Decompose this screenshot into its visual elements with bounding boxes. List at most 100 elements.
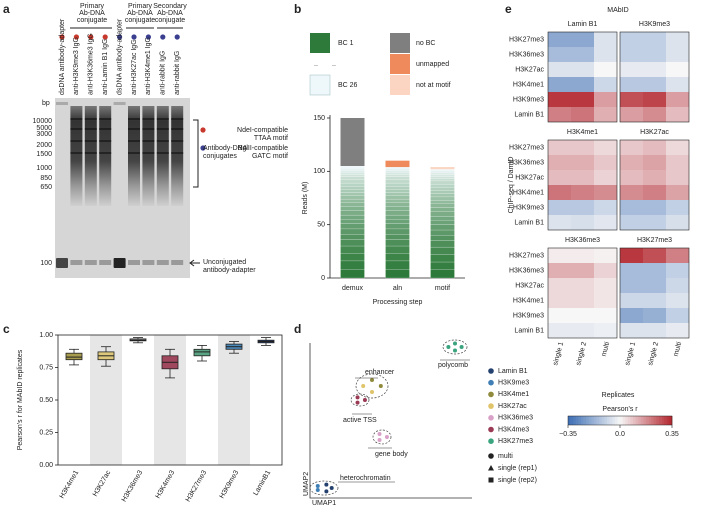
bar-segment bbox=[385, 198, 410, 203]
bar-segment bbox=[385, 195, 410, 200]
heatmap-cell bbox=[643, 185, 666, 200]
bar-segment bbox=[385, 174, 410, 177]
ladder-label: 1500 bbox=[36, 151, 52, 158]
heatmap-cell bbox=[548, 140, 571, 155]
umap-point bbox=[459, 345, 464, 349]
y-axis-label: ChIP-seq / DamID bbox=[508, 157, 515, 214]
bar-segment bbox=[430, 224, 455, 231]
column-label: single 2 bbox=[575, 341, 588, 366]
y-tick-label: 100 bbox=[313, 168, 325, 175]
bar-segment bbox=[340, 170, 365, 173]
bar-segment bbox=[385, 206, 410, 211]
gel-band bbox=[156, 140, 169, 142]
panel-frame bbox=[547, 139, 618, 231]
row-label: Lamin B1 bbox=[514, 111, 544, 118]
motif-dot bbox=[102, 34, 108, 40]
gel-band bbox=[84, 260, 97, 265]
heatmap-cell bbox=[548, 323, 571, 338]
umap-point bbox=[355, 395, 360, 400]
row-label: H3K27ac bbox=[515, 282, 544, 289]
gel-band bbox=[99, 118, 112, 120]
lane-group-label: Primary bbox=[80, 3, 105, 10]
legend-dot bbox=[488, 426, 494, 433]
colorbar-step bbox=[604, 416, 608, 425]
lane-group-label: Ab-DNA bbox=[157, 10, 183, 17]
bar-segment bbox=[430, 187, 455, 191]
row-label: H3K9me3 bbox=[513, 96, 544, 103]
gel-band bbox=[171, 118, 184, 120]
row-label: H3K36me3 bbox=[509, 267, 544, 274]
bar-segment bbox=[385, 192, 410, 196]
heatmap-cell bbox=[620, 77, 643, 92]
lane-label: anti-Lamin B1 IgG bbox=[102, 39, 109, 95]
gel-band bbox=[70, 260, 83, 265]
colorbar-step bbox=[651, 416, 655, 425]
ladder-label: 3000 bbox=[36, 131, 52, 138]
heatmap-cell bbox=[571, 107, 594, 122]
bar-segment bbox=[385, 160, 410, 168]
bar-segment bbox=[385, 234, 410, 240]
heatmap-cell bbox=[594, 323, 617, 338]
panel-label: d bbox=[294, 322, 301, 336]
row-label: H3K9me3 bbox=[513, 312, 544, 319]
bar-segment bbox=[430, 180, 455, 185]
bar-segment bbox=[430, 167, 455, 170]
umap-point bbox=[362, 398, 367, 402]
legend-label: Lamin B1 bbox=[498, 368, 528, 375]
heatmap-cell bbox=[620, 248, 643, 263]
umap-point bbox=[355, 400, 360, 405]
bar-segment bbox=[430, 169, 455, 171]
bar-segment bbox=[340, 253, 365, 262]
bp-label: bp bbox=[42, 100, 50, 107]
heatmap-cell bbox=[620, 185, 643, 200]
motif-dot bbox=[131, 34, 137, 40]
heatmap-cell bbox=[666, 77, 689, 92]
lane-label: anti-H3K9me3 IgG bbox=[73, 37, 80, 95]
bar-segment bbox=[385, 260, 410, 270]
gel-band bbox=[56, 102, 68, 105]
gel-band bbox=[142, 128, 155, 130]
legend-label: multi bbox=[498, 453, 513, 460]
y-tick-label: 0.50 bbox=[39, 397, 53, 404]
legend-swatch bbox=[390, 54, 410, 74]
bar-segment bbox=[340, 174, 365, 177]
legend-label: single (rep2) bbox=[498, 477, 537, 484]
umap-point bbox=[315, 488, 320, 493]
panel-frame bbox=[547, 31, 618, 123]
bar-segment bbox=[430, 174, 455, 177]
colorbar-tick-label: 0.35 bbox=[665, 431, 679, 438]
bar-segment bbox=[385, 214, 410, 220]
gel-band bbox=[171, 260, 184, 265]
gel-band bbox=[156, 152, 169, 154]
heatmap-cell bbox=[620, 278, 643, 293]
heatmap-cell bbox=[643, 263, 666, 278]
gel-band bbox=[99, 260, 112, 265]
colorbar-step bbox=[620, 416, 623, 425]
colorbar-step bbox=[659, 416, 662, 425]
colorbar-step bbox=[609, 416, 613, 425]
legend-label: BC 26 bbox=[338, 82, 358, 89]
x-tick-label: H3K27me3 bbox=[185, 469, 209, 503]
heatmap-cell bbox=[666, 248, 689, 263]
colorbar-step bbox=[583, 416, 587, 425]
bar-segment bbox=[430, 254, 455, 263]
umap-point bbox=[329, 486, 334, 490]
legend-dot bbox=[200, 127, 206, 133]
column-label: multi bbox=[601, 341, 612, 358]
bar-segment bbox=[340, 239, 365, 247]
umap-point bbox=[324, 489, 329, 494]
legend-label: TTAA motif bbox=[254, 135, 288, 142]
colorbar-step bbox=[635, 416, 639, 425]
bar-segment bbox=[340, 118, 365, 166]
legend-label: H3K9me3 bbox=[498, 380, 529, 387]
heatmap-cell bbox=[666, 308, 689, 323]
ladder-label: 10000 bbox=[33, 118, 53, 125]
gel-band bbox=[84, 152, 97, 154]
heatmap-cell bbox=[643, 140, 666, 155]
lane-group-label: conjugate bbox=[77, 17, 107, 24]
cluster-label: heterochromatin bbox=[340, 475, 391, 482]
annotation: Unconjugated bbox=[203, 259, 246, 266]
motif-dot bbox=[73, 34, 79, 40]
colorbar-tick-label: 0.0 bbox=[615, 431, 625, 438]
legend-label: GATC motif bbox=[252, 153, 288, 160]
